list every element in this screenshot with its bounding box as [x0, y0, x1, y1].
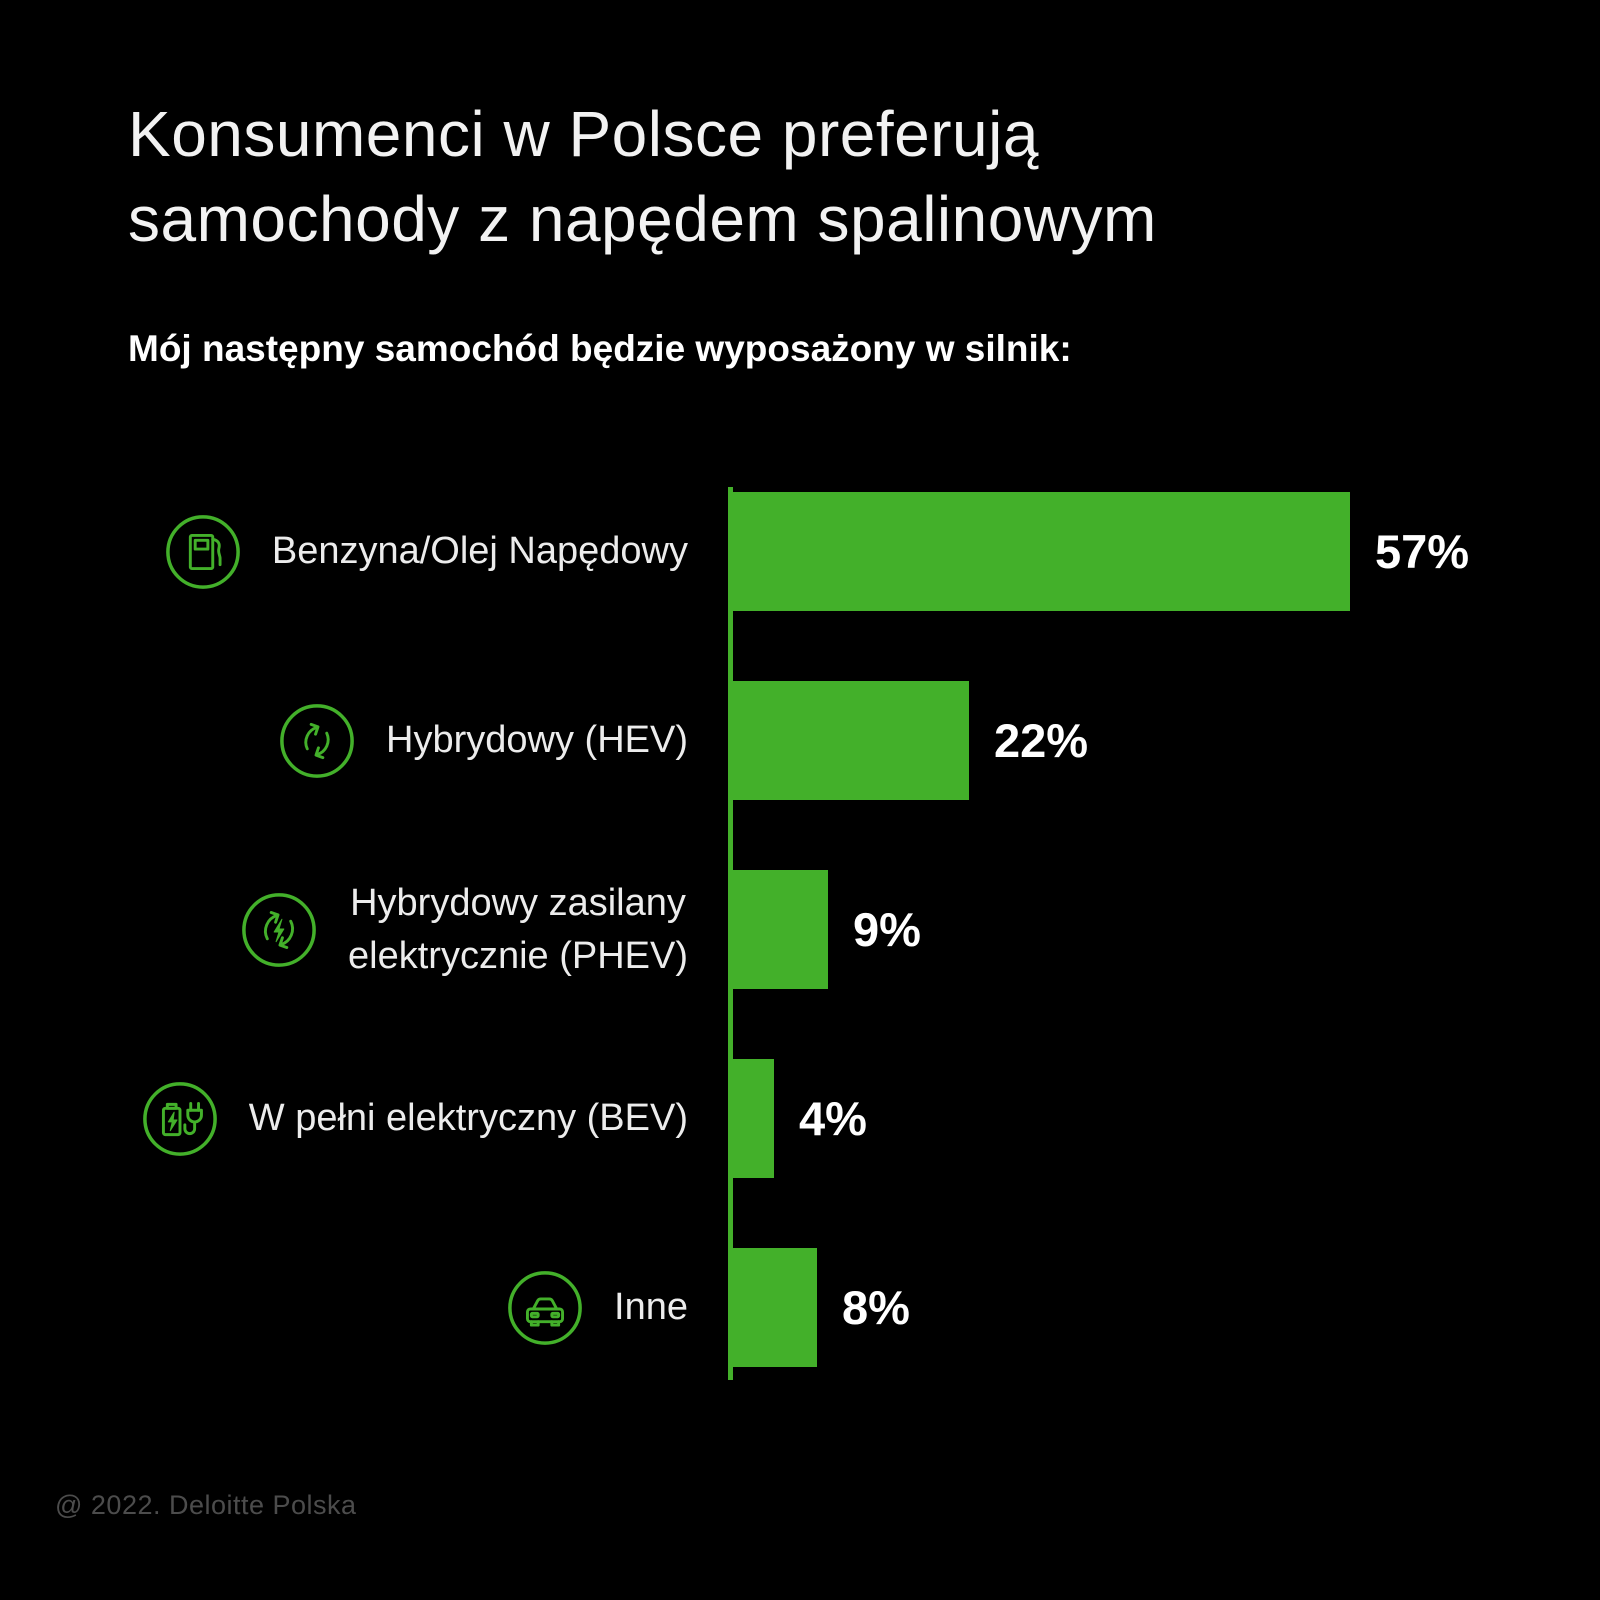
value-label: 57%: [1375, 525, 1470, 578]
battery-plug-icon: [141, 1080, 219, 1158]
category-label-cell: Hybrydowy zasilany elektrycznie (PHEV): [0, 877, 688, 982]
category-label-cell: Inne: [0, 1269, 688, 1347]
bar-row: Hybrydowy zasilany elektrycznie (PHEV) 9%: [0, 870, 1600, 989]
chart-rows: Benzyna/Olej Napędowy 57% Hybrydowy (HEV…: [0, 492, 1600, 1367]
bar-row: W pełni elektryczny (BEV) 4%: [0, 1059, 1600, 1178]
page-title: Konsumenci w Polsce preferują samochody …: [128, 92, 1157, 262]
chart-question-subtitle: Mój następny samochód będzie wyposażony …: [128, 328, 1072, 369]
footer-credit: @ 2022. Deloitte Polska: [55, 1490, 357, 1520]
category-label: Hybrydowy zasilany elektrycznie (PHEV): [348, 882, 688, 977]
plugin-hybrid-cycle-bolt-icon: [240, 891, 318, 969]
bar-row: Hybrydowy (HEV) 22%: [0, 681, 1600, 800]
car-icon: [506, 1269, 584, 1347]
bar: [730, 870, 828, 989]
page-title-line1: Konsumenci w Polsce preferują: [128, 98, 1039, 170]
value-label: 4%: [799, 1092, 867, 1145]
bar: [730, 1059, 774, 1178]
value-label: 22%: [994, 714, 1089, 767]
bar-row: Inne 8%: [0, 1248, 1600, 1367]
fuel-pump-icon: [164, 513, 242, 591]
value-label: 8%: [842, 1281, 910, 1334]
category-label-cell: Hybrydowy (HEV): [0, 702, 688, 780]
bar-row: Benzyna/Olej Napędowy 57%: [0, 492, 1600, 611]
bar: [730, 492, 1350, 611]
category-label: W pełni elektryczny (BEV): [248, 1097, 688, 1140]
category-label: Inne: [614, 1286, 688, 1329]
category-label-cell: Benzyna/Olej Napędowy: [0, 513, 688, 591]
bar: [730, 1248, 817, 1367]
category-label: Hybrydowy (HEV): [386, 719, 688, 762]
page-title-line2: samochody z napędem spalinowym: [128, 183, 1157, 256]
category-label: Benzyna/Olej Napędowy: [271, 530, 688, 573]
bar-chart: Benzyna/Olej Napędowy 57% Hybrydowy (HEV…: [0, 487, 1600, 1380]
value-label: 9%: [853, 903, 921, 956]
category-label-cell: W pełni elektryczny (BEV): [0, 1080, 688, 1158]
hybrid-cycle-icon: [278, 702, 356, 780]
bar: [730, 681, 969, 800]
